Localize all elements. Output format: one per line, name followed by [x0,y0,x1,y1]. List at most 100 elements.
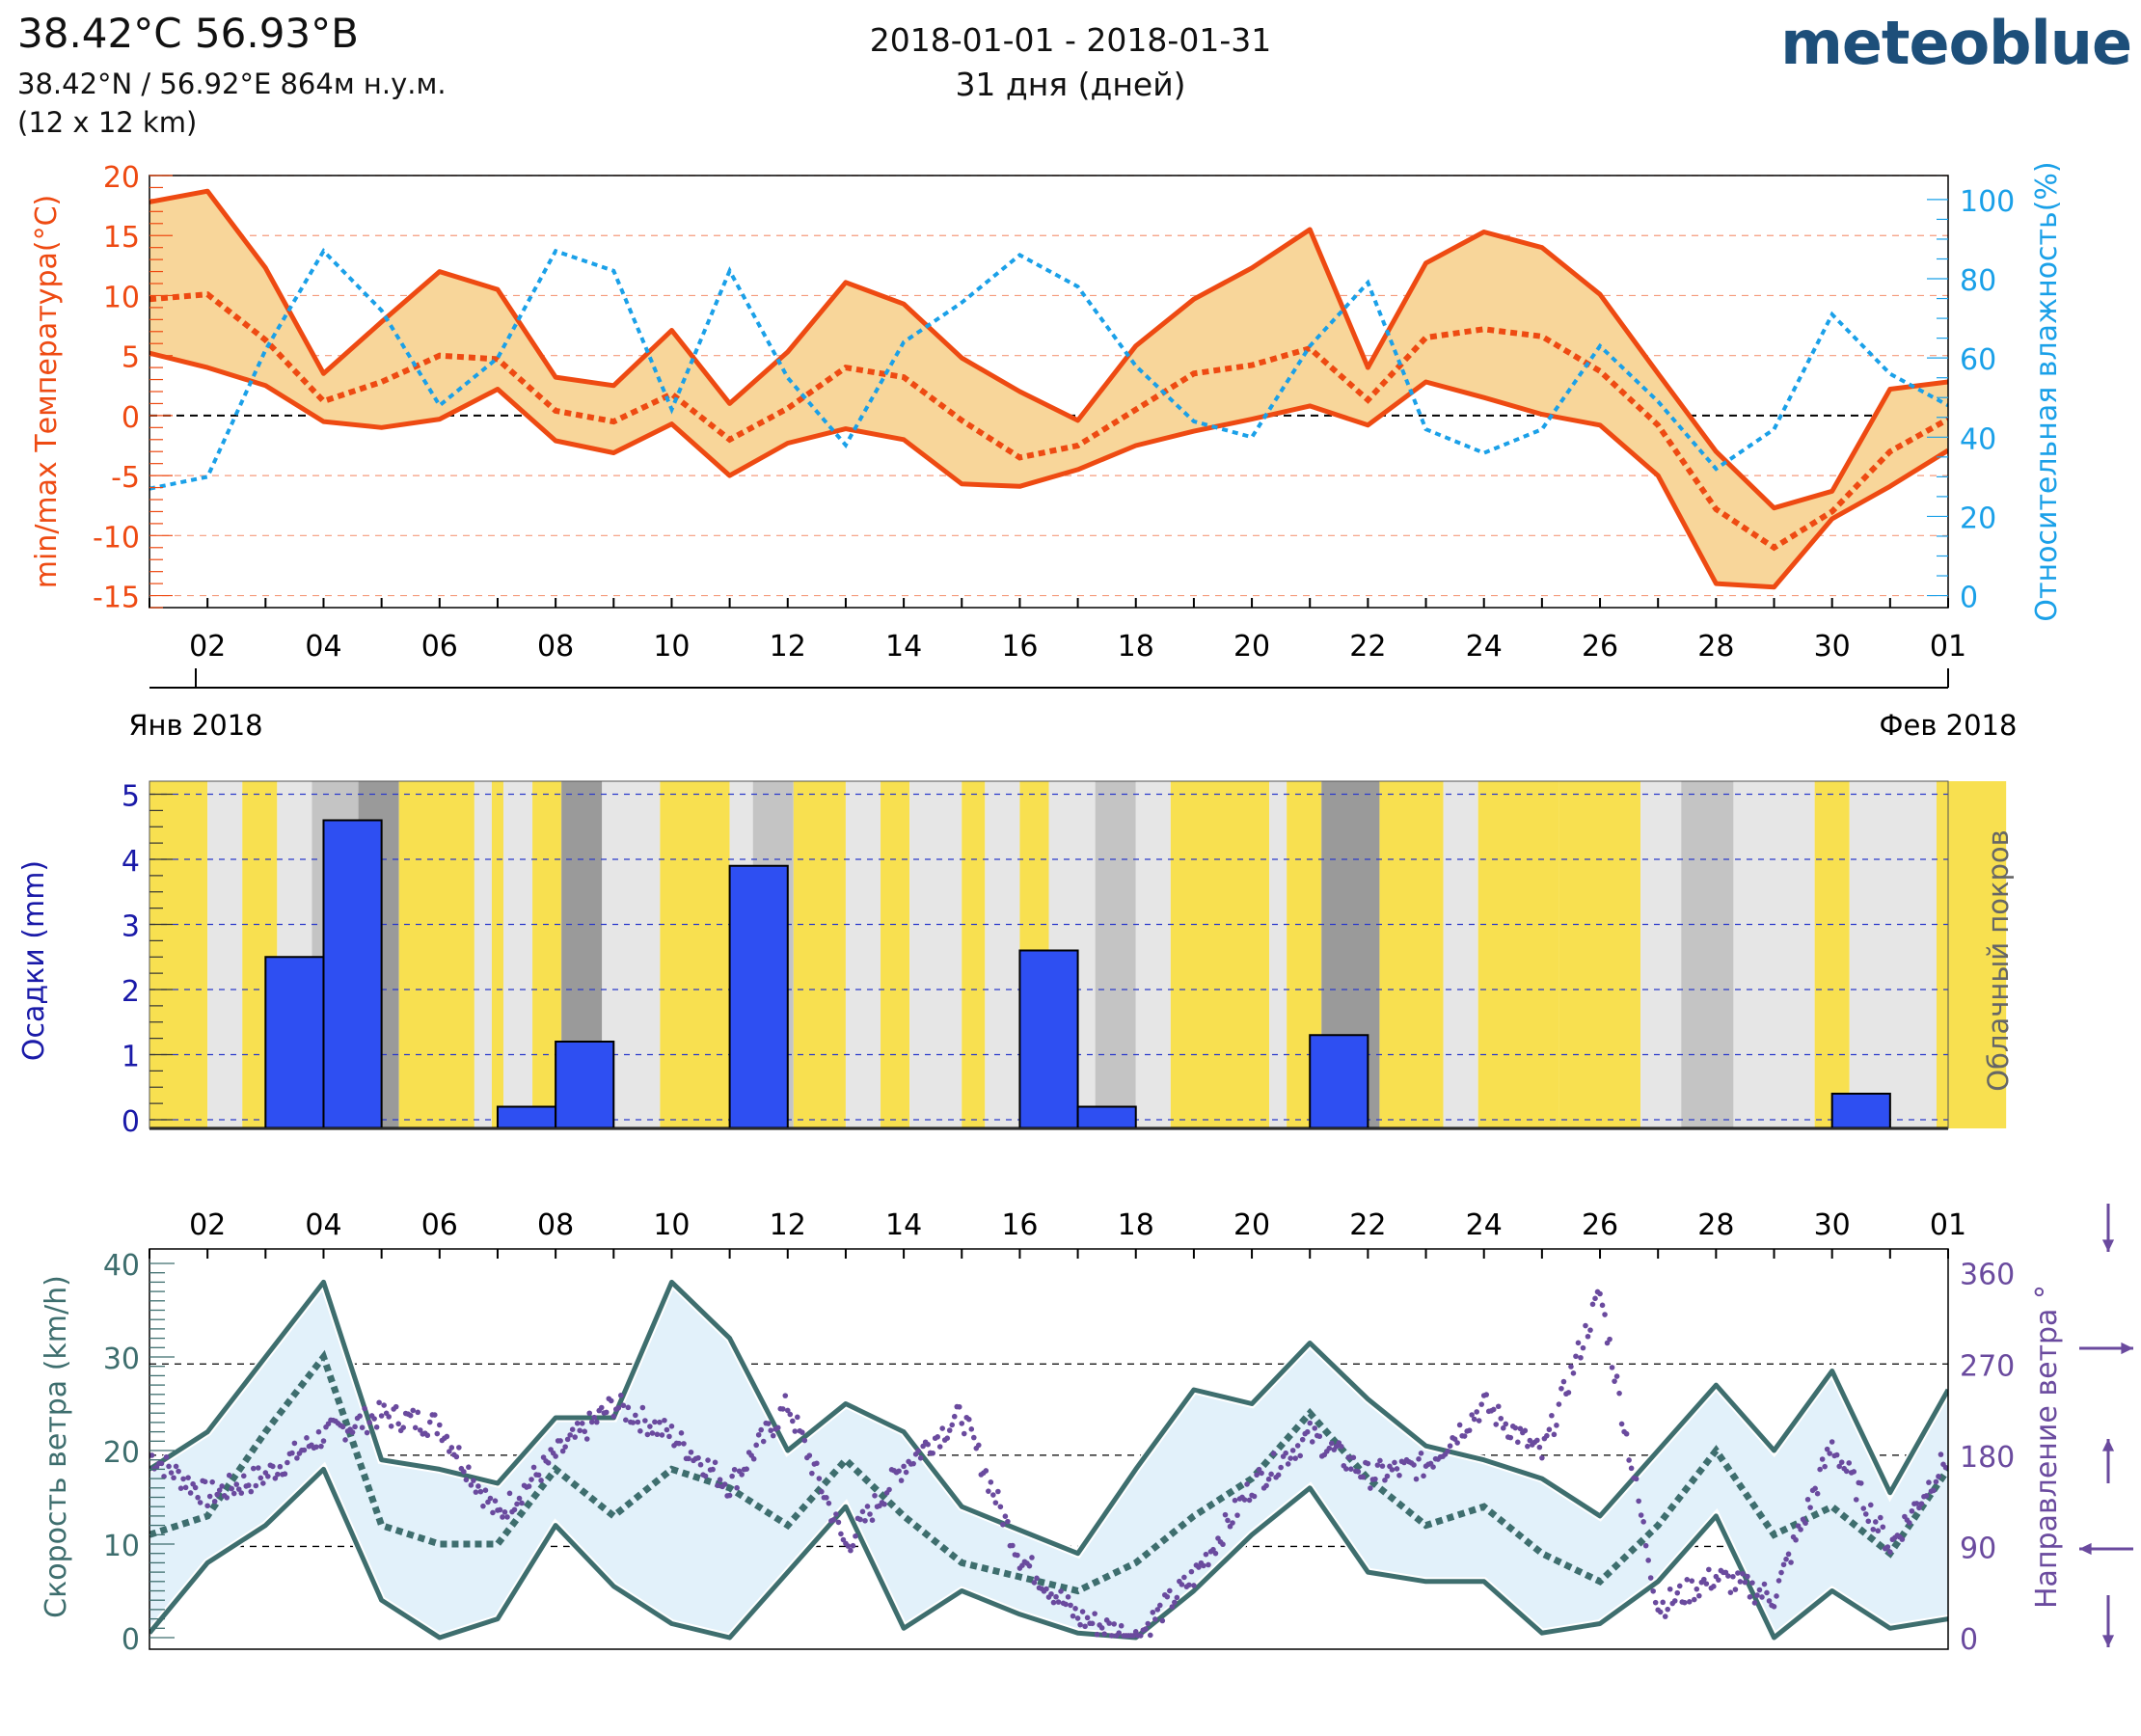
wind-dir-dot [779,1406,786,1412]
wind-dir-dot [206,1493,213,1500]
wind-dir-dot [260,1480,266,1486]
wind-dir-dot [378,1413,385,1419]
wind-dir-tick-label: 0 [1960,1623,1978,1657]
wind-dir-dot [1573,1353,1579,1360]
humidity-tick-label: 20 [1960,502,1996,535]
wind-dir-dot [681,1441,687,1447]
day-tick-label: 06 [421,630,458,664]
wind-dir-dot [187,1490,194,1496]
wind-dir-dot [1082,1623,1088,1630]
wind-dir-dot [1554,1423,1559,1428]
temp-tick-label: 15 [103,221,140,255]
wind-dir-dot [1899,1536,1906,1542]
wind-dir-dot [668,1424,675,1429]
wind-dir-dot [1389,1467,1396,1473]
wind-dir-dot [497,1506,503,1513]
wind-dir-dot [216,1487,223,1493]
wind-dir-dot [1785,1551,1792,1558]
wind-dir-dot [1084,1614,1091,1621]
wind-dir-dot [371,1416,377,1422]
wind-day-tick-label: 22 [1349,1208,1386,1242]
wind-dir-dot [407,1412,414,1419]
wind-dir-dot [784,1407,791,1414]
wind-dir-dot [1742,1579,1748,1586]
wind-dir-dot [915,1448,921,1454]
cloud-segment [1849,781,1937,1128]
wind-dir-dot [1725,1573,1731,1579]
month-label-start: Янв 2018 [128,709,262,742]
wind-dir-dot [633,1412,638,1419]
wind-dir-dot [318,1443,324,1450]
wind-dir-dot [226,1472,232,1478]
wind-dir-dot [1152,1616,1158,1622]
wind-dir-dot [944,1435,951,1442]
wind-dir-dot [755,1431,762,1438]
wind-dir-dot [417,1427,423,1433]
wind-dir-dot [872,1492,878,1499]
wind-dir-dot [983,1468,989,1474]
precip-tick-label: 4 [122,845,140,879]
cloud-segment [491,781,503,1128]
wind-dir-dot [1034,1575,1040,1582]
wind-dir-dot [695,1454,701,1461]
wind-dir-dot [1711,1584,1717,1589]
wind-dir-dot [352,1424,358,1430]
wind-dir-dot [1931,1487,1937,1494]
wind-dir-dot [652,1419,658,1425]
wind-tick-label: 20 [103,1436,140,1470]
wind-dir-dot [1671,1598,1678,1604]
wind-dir-dot [1650,1587,1656,1594]
cloud-segment [149,781,208,1128]
wind-dir-dot [768,1427,774,1434]
wind-dir-dot [986,1488,991,1494]
wind-dir-dot [431,1412,438,1418]
wind-dir-dot [659,1432,665,1438]
wind-dir-dot [588,1419,595,1425]
wind-dir-dot [538,1478,544,1483]
wind-dir-dot [466,1464,472,1471]
wind-dir-dot [1798,1527,1803,1533]
wind-dir-dot [1638,1512,1644,1518]
wind-dir-dot [1878,1514,1884,1521]
wind-dir-dot [1466,1427,1473,1433]
wind-dir-dot [1355,1469,1362,1475]
wind-dir-dot [511,1506,518,1513]
wind-day-tick-label: 02 [189,1208,226,1242]
wind-dir-dot [1836,1463,1842,1470]
wind-dir-dot [896,1468,902,1475]
wind-dir-dot [1732,1587,1739,1592]
wind-dir-dot [456,1445,462,1451]
wind-dir-dot [1299,1436,1306,1443]
wind-dir-dot [1857,1480,1864,1486]
wind-dir-dot [1536,1444,1543,1451]
wind-dir-dot [1167,1587,1173,1594]
wind-dir-dot [956,1403,962,1410]
wind-dir-dot [1780,1561,1787,1568]
wind-dir-dot [1549,1412,1555,1419]
wind-dir-dot [920,1443,926,1450]
wind-dir-dot [1068,1602,1073,1609]
wind-day-tick-label: 10 [653,1208,690,1242]
wind-dir-dot [526,1483,532,1489]
day-tick-label: 26 [1582,630,1618,664]
cloud-segment [1558,781,1641,1128]
cloud-segment [1640,781,1682,1128]
wind-dir-dot [1500,1424,1506,1431]
wind-dir-dot [545,1459,552,1466]
wind-dir-dot [1413,1476,1420,1482]
wind-dir-dot [468,1482,474,1488]
day-tick-label: 24 [1466,630,1503,664]
wind-dir-dot [1522,1427,1529,1434]
wind-dir-dot [1026,1562,1033,1569]
wind-dir-dot [1241,1497,1248,1503]
wind-dir-dot [1493,1422,1500,1427]
wind-range-area [149,1282,1948,1638]
wind-dir-dot [1860,1505,1867,1511]
wind-dir-dot [1130,1633,1137,1639]
wind-tick-label: 30 [103,1343,140,1376]
wind-dir-dot [925,1441,931,1448]
wind-dir-dot [1880,1524,1886,1531]
cloud-segment [793,781,846,1128]
wind-dir-dot [516,1495,523,1502]
wind-dir-dot [1684,1577,1691,1583]
